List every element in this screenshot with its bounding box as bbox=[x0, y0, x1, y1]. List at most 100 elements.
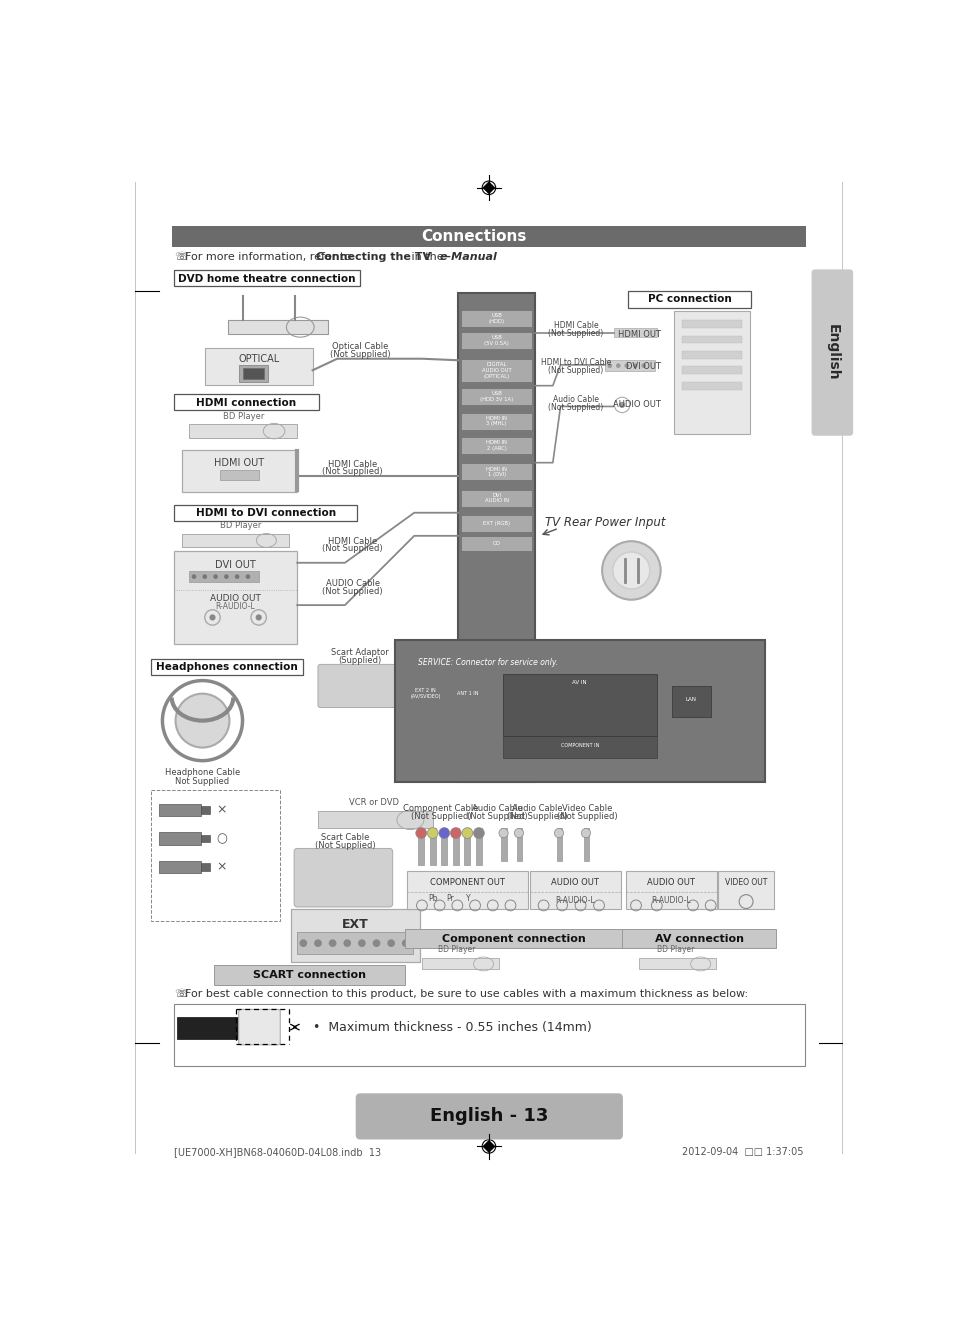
Bar bbox=[457, 293, 535, 782]
Text: (Not Supplied): (Not Supplied) bbox=[548, 329, 603, 338]
Text: TV Rear: TV Rear bbox=[544, 517, 591, 530]
Circle shape bbox=[616, 363, 620, 369]
Bar bbox=[220, 469, 258, 480]
Text: in the: in the bbox=[408, 252, 447, 262]
Text: AUDIO Cable: AUDIO Cable bbox=[325, 579, 379, 588]
Bar bbox=[173, 505, 356, 522]
Bar bbox=[228, 320, 328, 334]
Text: HDMI to DVI connection: HDMI to DVI connection bbox=[195, 509, 335, 518]
Text: Component connection: Component connection bbox=[441, 934, 585, 943]
Circle shape bbox=[612, 552, 649, 589]
Text: R-AUDIO-L: R-AUDIO-L bbox=[215, 602, 255, 612]
Bar bbox=[190, 571, 258, 583]
Text: EXT (RGB): EXT (RGB) bbox=[482, 520, 510, 526]
Text: (Not Supplied): (Not Supplied) bbox=[548, 403, 603, 412]
Text: Audio Cable: Audio Cable bbox=[512, 804, 562, 814]
Circle shape bbox=[554, 828, 563, 838]
Circle shape bbox=[299, 939, 307, 947]
Circle shape bbox=[255, 614, 261, 621]
Text: Headphones connection: Headphones connection bbox=[156, 663, 297, 672]
Circle shape bbox=[618, 402, 624, 408]
Text: (Not Supplied): (Not Supplied) bbox=[467, 812, 527, 822]
Text: Component Cable: Component Cable bbox=[403, 804, 478, 814]
FancyBboxPatch shape bbox=[238, 1009, 280, 1045]
Bar bbox=[173, 271, 360, 287]
Circle shape bbox=[473, 828, 484, 839]
Bar bbox=[238, 365, 268, 382]
Bar bbox=[583, 828, 588, 861]
FancyBboxPatch shape bbox=[811, 269, 852, 436]
Bar bbox=[201, 863, 210, 871]
Bar bbox=[242, 369, 264, 379]
Text: Audio Cable: Audio Cable bbox=[553, 395, 598, 404]
Text: HDMI IN
1 (DVI): HDMI IN 1 (DVI) bbox=[486, 466, 507, 477]
Bar bbox=[460, 332, 532, 349]
Bar bbox=[181, 534, 289, 547]
Circle shape bbox=[607, 363, 612, 369]
Text: USB
(HDD): USB (HDD) bbox=[488, 313, 504, 324]
Text: e-Manual: e-Manual bbox=[439, 252, 497, 262]
Text: (Not Supplied): (Not Supplied) bbox=[322, 468, 382, 476]
Text: Video Cable: Video Cable bbox=[561, 804, 612, 814]
Bar bbox=[460, 310, 532, 328]
Bar bbox=[681, 366, 741, 374]
Text: Connections: Connections bbox=[420, 229, 526, 244]
Bar bbox=[213, 966, 405, 984]
Text: (Not Supplied): (Not Supplied) bbox=[507, 812, 567, 822]
Text: DVD home theatre connection: DVD home theatre connection bbox=[178, 273, 355, 284]
Bar bbox=[681, 382, 741, 390]
Bar bbox=[151, 790, 280, 921]
Text: [UE7000-XH]BN68-04060D-04L08.indb  13: [UE7000-XH]BN68-04060D-04L08.indb 13 bbox=[173, 1147, 380, 1157]
Bar bbox=[395, 639, 763, 782]
Text: Headphone Cable: Headphone Cable bbox=[165, 768, 240, 777]
Bar bbox=[406, 871, 528, 909]
Text: USB
(5V 0.5A): USB (5V 0.5A) bbox=[484, 334, 509, 346]
Text: DVI OUT: DVI OUT bbox=[215, 560, 255, 571]
Text: (Not Supplied): (Not Supplied) bbox=[411, 812, 471, 822]
Bar bbox=[173, 394, 318, 411]
Text: •  Maximum thickness - 0.55 inches (14mm): • Maximum thickness - 0.55 inches (14mm) bbox=[313, 1021, 591, 1033]
Text: AUDIO OUT: AUDIO OUT bbox=[612, 400, 659, 410]
Text: COMPONENT IN: COMPONENT IN bbox=[560, 742, 598, 748]
Bar bbox=[681, 351, 741, 359]
Text: SCART connection: SCART connection bbox=[253, 971, 366, 980]
Text: BD Player: BD Player bbox=[222, 412, 264, 421]
Text: BD Player: BD Player bbox=[657, 945, 694, 954]
Text: SERVICE: Connector for service only.: SERVICE: Connector for service only. bbox=[417, 658, 558, 667]
Circle shape bbox=[314, 939, 321, 947]
Text: For more information, refer to: For more information, refer to bbox=[185, 252, 354, 262]
Text: Pb: Pb bbox=[428, 894, 437, 904]
Bar bbox=[460, 536, 532, 551]
Bar bbox=[151, 659, 303, 675]
Bar bbox=[440, 828, 447, 865]
Text: English - 13: English - 13 bbox=[429, 1107, 548, 1125]
Circle shape bbox=[580, 828, 590, 838]
Text: HDMI OUT: HDMI OUT bbox=[617, 329, 659, 338]
Bar bbox=[628, 291, 751, 308]
Polygon shape bbox=[482, 1140, 495, 1153]
Text: Scart Cable: Scart Cable bbox=[320, 834, 369, 841]
Bar bbox=[502, 675, 656, 736]
Text: R-AUDIO-L: R-AUDIO-L bbox=[555, 896, 595, 905]
Circle shape bbox=[427, 828, 437, 839]
Bar bbox=[604, 361, 655, 371]
Circle shape bbox=[192, 575, 196, 579]
Text: BD Player: BD Player bbox=[220, 520, 261, 530]
Bar bbox=[190, 424, 297, 439]
Text: Pr: Pr bbox=[446, 894, 454, 904]
Text: Not Supplied: Not Supplied bbox=[175, 777, 230, 786]
Bar bbox=[460, 464, 532, 481]
Circle shape bbox=[601, 542, 659, 600]
Circle shape bbox=[329, 939, 336, 947]
Bar bbox=[625, 871, 716, 909]
Text: USB
(HDD 3V 1A): USB (HDD 3V 1A) bbox=[479, 391, 513, 402]
Circle shape bbox=[202, 575, 207, 579]
Bar bbox=[201, 806, 210, 814]
Bar bbox=[297, 933, 413, 954]
Circle shape bbox=[514, 828, 523, 838]
Text: PC connection: PC connection bbox=[647, 295, 731, 304]
Text: EXT 2 IN
(AV/SVIDEO): EXT 2 IN (AV/SVIDEO) bbox=[410, 688, 440, 699]
Bar bbox=[172, 226, 805, 247]
Text: HDMI to DVI Cable: HDMI to DVI Cable bbox=[540, 358, 611, 367]
Circle shape bbox=[234, 575, 239, 579]
